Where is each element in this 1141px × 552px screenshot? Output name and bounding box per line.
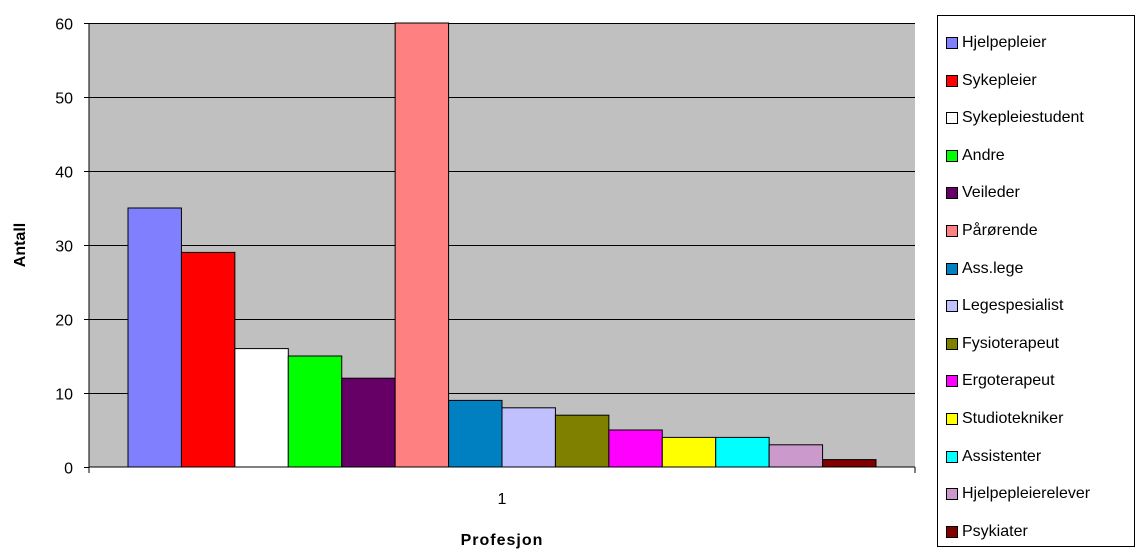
legend-item: Studiotekniker [946, 409, 1063, 429]
legend-swatch [946, 525, 958, 538]
y-ticks: 0 10 20 30 40 50 60 [55, 17, 916, 478]
y-tick-label: 40 [55, 165, 73, 182]
x-axis-title: Profesjon [461, 532, 544, 549]
legend-label: Psykiater [962, 522, 1028, 540]
legend-swatch [946, 488, 958, 501]
bar-sykepleier [180, 251, 236, 468]
legend-label: Pårørende [962, 222, 1038, 239]
legend-item: Veileder [946, 183, 1020, 203]
y-tick-label: 0 [64, 461, 73, 478]
legend-item: Ergoterapeut [946, 371, 1055, 391]
legend-swatch [946, 225, 958, 237]
legend-item: Hjelpepleierelever [946, 484, 1090, 504]
bar-ass-lege [448, 399, 503, 468]
legend-label: Sykepleier [962, 71, 1037, 89]
legend-item: Hjelpepleier [946, 33, 1047, 53]
bar-psykiater [822, 459, 877, 468]
legend-item: Pårørende [946, 221, 1038, 241]
y-tick-label: 20 [55, 313, 73, 330]
legend-swatch [946, 375, 958, 388]
legend-item: Sykepleier [946, 71, 1037, 91]
legend-label: Ass.lege [962, 259, 1024, 277]
legend-swatch [946, 262, 958, 275]
y-axis-title: Antall [12, 223, 29, 267]
y-tick-label: 60 [55, 17, 73, 34]
legend-item: Fysioterapeut [946, 334, 1059, 354]
bar-fysioterapeut [554, 414, 610, 468]
bar-andre [287, 355, 343, 468]
legend-item: Psykiater [946, 522, 1028, 542]
bar-hjelpepleierelever [768, 444, 824, 468]
legend-label: Veileder [962, 184, 1020, 202]
legend-swatch [946, 112, 958, 125]
legend-swatch [946, 413, 958, 425]
bar-veileder [341, 377, 396, 468]
legend-swatch [946, 300, 958, 313]
x-tick-label: 1 [498, 491, 507, 508]
bars [127, 22, 877, 468]
legend-label: Ergoterapeut [962, 372, 1055, 390]
bar-assistenter [715, 436, 770, 468]
legend-item: Sykepleiestudent [946, 108, 1084, 128]
bar-ergoterapeut [608, 429, 663, 468]
legend: Hjelpepleier Sykepleier Sykepleiestudent An… [937, 15, 1135, 547]
legend-label: Legespesialist [962, 297, 1064, 315]
legend-label: Andre [962, 146, 1005, 164]
legend-swatch [946, 149, 958, 162]
legend-label: Hjelpepleierelever [962, 485, 1091, 503]
bar-sykepleiestudent [234, 348, 289, 468]
legend-swatch [946, 450, 958, 463]
legend-item: Assistenter [946, 447, 1041, 467]
legend-item: Ass.lege [946, 259, 1023, 279]
legend-item: Legespesialist [946, 296, 1063, 316]
legend-label: Hjelpepleier [962, 34, 1047, 51]
bar-pårørende [394, 22, 450, 468]
y-tick-label: 30 [55, 239, 73, 256]
bar-hjelpepleier [127, 207, 182, 468]
legend-item: Andre [946, 146, 1005, 166]
legend-swatch [946, 337, 958, 350]
legend-label: Studiotekniker [962, 410, 1064, 427]
legend-label: Sykepleiestudent [962, 109, 1084, 127]
legend-swatch [946, 187, 958, 200]
y-tick-label: 10 [55, 387, 73, 404]
legend-swatch [946, 74, 958, 87]
legend-label: Assistenter [962, 447, 1042, 465]
bar-legespesialist [501, 407, 556, 468]
legend-swatch [946, 37, 958, 49]
bar-studiotekniker [661, 436, 717, 468]
y-tick-label: 50 [55, 91, 73, 108]
legend-label: Fysioterapeut [962, 334, 1059, 352]
